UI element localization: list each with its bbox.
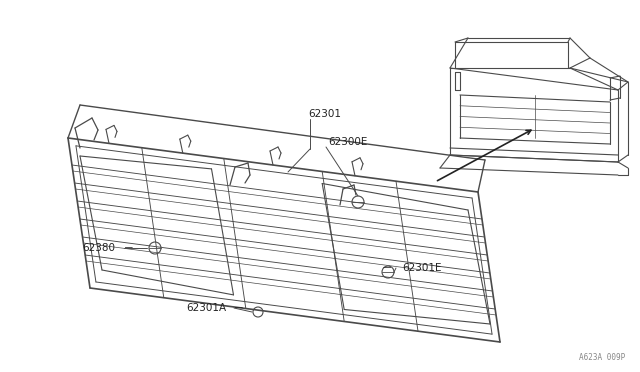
Text: —: —	[232, 304, 243, 312]
Text: 62301: 62301	[308, 109, 341, 119]
Text: —: —	[122, 244, 133, 253]
Text: —: —	[383, 263, 394, 273]
Text: 62301E: 62301E	[402, 263, 442, 273]
Text: 62300E: 62300E	[328, 137, 367, 147]
Text: 62301A: 62301A	[186, 303, 226, 313]
Text: A623A 009P: A623A 009P	[579, 353, 625, 362]
Text: 62380: 62380	[82, 243, 115, 253]
